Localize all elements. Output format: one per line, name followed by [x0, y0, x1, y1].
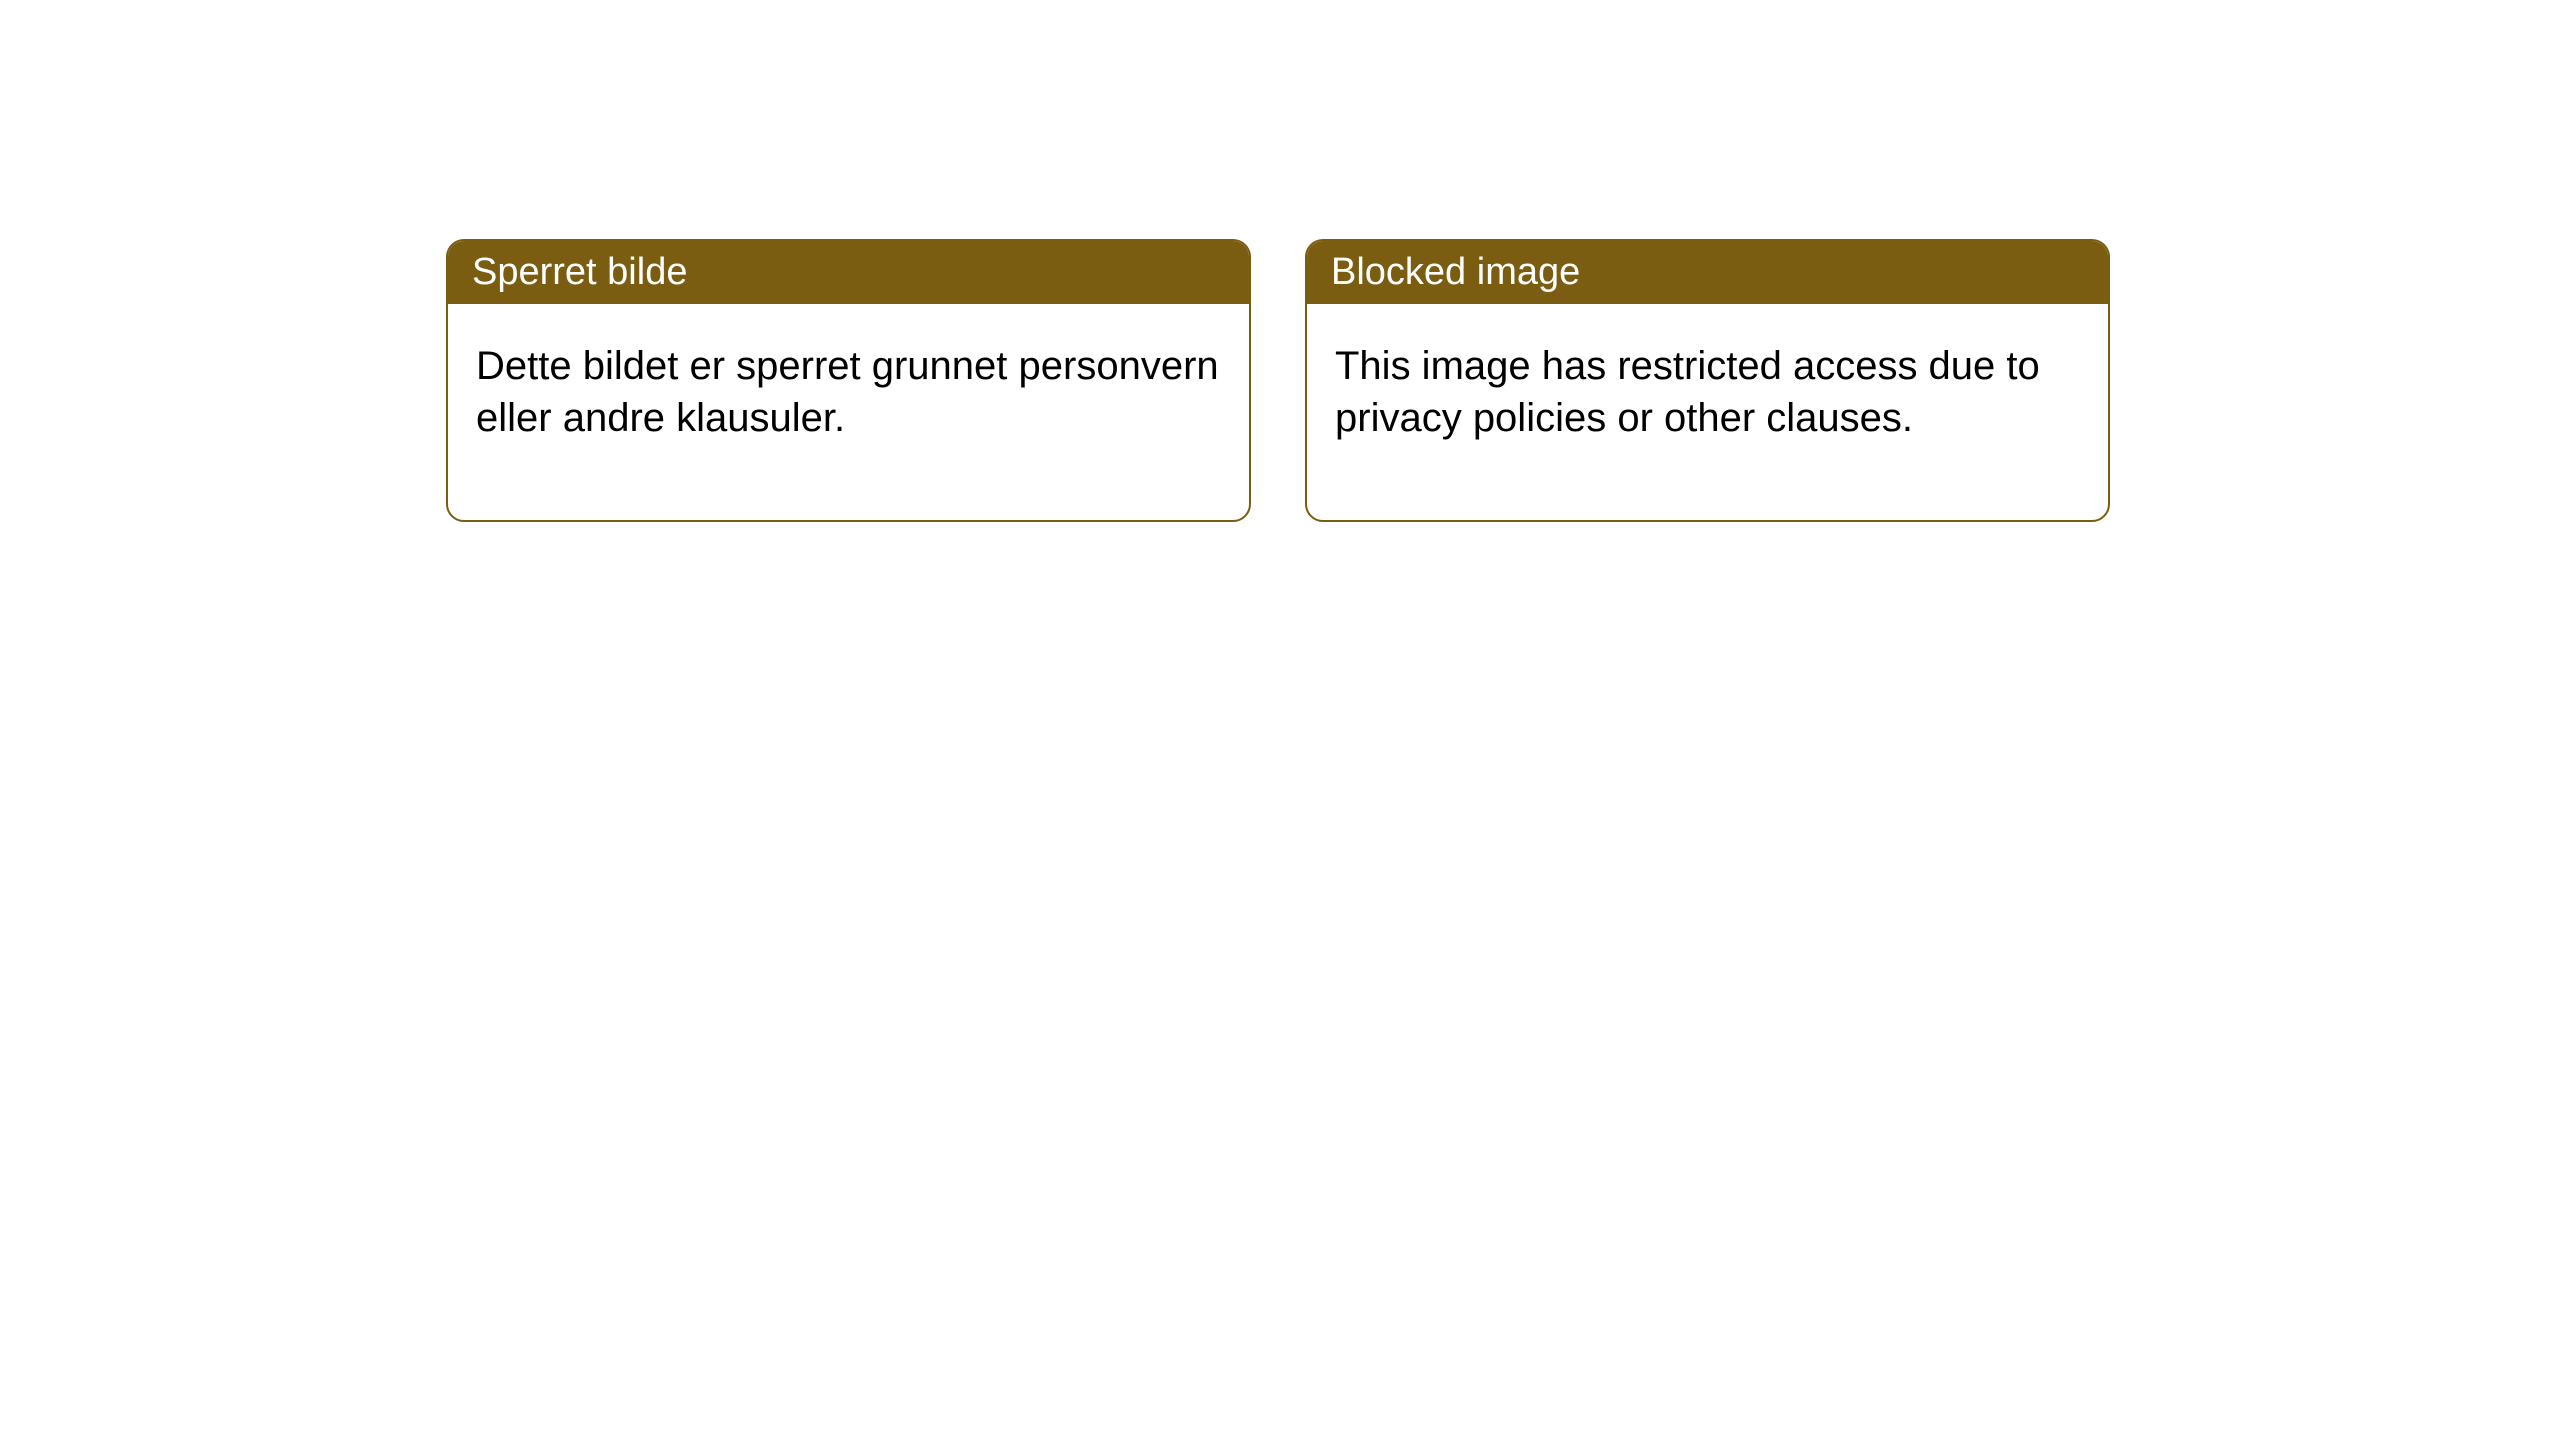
notice-body-norwegian: Dette bildet er sperret grunnet personve…	[448, 304, 1249, 520]
notice-title-english: Blocked image	[1331, 251, 1580, 293]
notice-box-english: Blocked image This image has restricted …	[1305, 239, 2110, 522]
notice-box-norwegian: Sperret bilde Dette bildet er sperret gr…	[446, 239, 1251, 522]
notice-container: Sperret bilde Dette bildet er sperret gr…	[446, 239, 2110, 522]
notice-header-english: Blocked image	[1307, 241, 2108, 304]
notice-body-english: This image has restricted access due to …	[1307, 304, 2108, 520]
notice-text-english: This image has restricted access due to …	[1335, 344, 2040, 440]
notice-header-norwegian: Sperret bilde	[448, 241, 1249, 304]
notice-title-norwegian: Sperret bilde	[472, 251, 687, 293]
notice-text-norwegian: Dette bildet er sperret grunnet personve…	[476, 344, 1219, 440]
